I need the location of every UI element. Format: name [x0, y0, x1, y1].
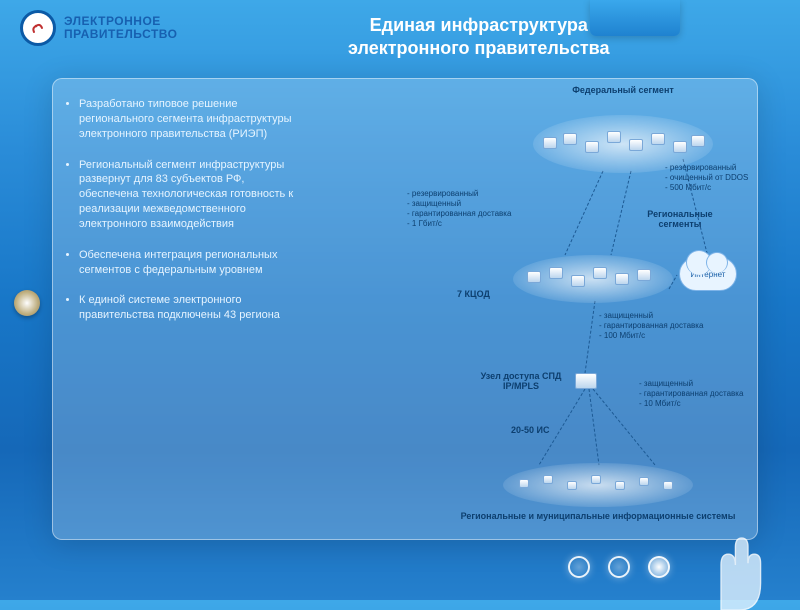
logo: ЭЛЕКТРОННОЕ ПРАВИТЕЛЬСТВО	[20, 10, 178, 46]
nav-dots	[568, 556, 670, 578]
annot-mid-right: защищенный гарантированная доставка 100 …	[599, 311, 703, 341]
label-federal: Федеральный сегмент	[523, 85, 723, 95]
spd-node	[575, 373, 597, 389]
label-is-count: 20-50 ИС	[511, 425, 550, 435]
label-internet: Интернет	[691, 270, 726, 279]
network-diagram: Федеральный сегмент резервированный защи…	[303, 79, 757, 539]
list-item: К единой системе электронного правительс…	[79, 293, 295, 323]
content-panel: Разработано типовое решение региональног…	[52, 78, 758, 540]
nav-dot[interactable]	[568, 556, 590, 578]
cluster-bottom	[503, 463, 693, 507]
title-line1: Единая инфраструктура	[178, 14, 780, 37]
nav-dot[interactable]	[608, 556, 630, 578]
logo-icon	[20, 10, 56, 46]
list-item: Региональный сегмент инфраструктуры разв…	[79, 158, 295, 232]
header-tab	[590, 0, 680, 36]
annot-left-top: резервированный защищенный гарантированн…	[407, 189, 511, 229]
bullet-list: Разработано типовое решение региональног…	[53, 79, 303, 539]
label-spd: Узел доступа СПД IP/MPLS	[471, 371, 571, 391]
internet-cloud: Интернет	[679, 257, 737, 291]
annot-low-right: защищенный гарантированная доставка 10 М…	[639, 379, 743, 409]
list-item: Обеспечена интеграция региональных сегме…	[79, 248, 295, 278]
page-title: Единая инфраструктура электронного прави…	[178, 10, 780, 59]
logo-text: ЭЛЕКТРОННОЕ ПРАВИТЕЛЬСТВО	[64, 15, 178, 41]
hand-icon	[685, 520, 775, 610]
emblem-icon	[14, 290, 40, 316]
annot-right-top: резервированный очищенный от DDOS 500 Мб…	[665, 163, 748, 193]
nav-dot[interactable]	[648, 556, 670, 578]
logo-line2: ПРАВИТЕЛЬСТВО	[64, 28, 178, 41]
list-item: Разработано типовое решение региональног…	[79, 97, 295, 142]
title-line2: электронного правительства	[178, 37, 780, 60]
label-regional: Региональные сегменты	[625, 209, 735, 229]
label-kcod: 7 КЦОД	[457, 289, 490, 299]
header: ЭЛЕКТРОННОЕ ПРАВИТЕЛЬСТВО Единая инфраст…	[0, 0, 800, 67]
cluster-regional	[513, 255, 673, 303]
